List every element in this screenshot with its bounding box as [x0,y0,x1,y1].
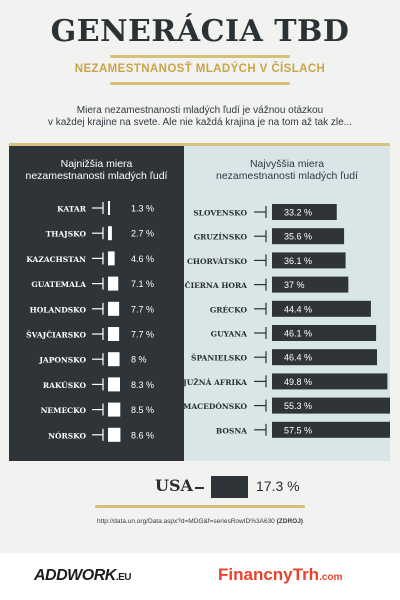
source-url[interactable]: http://data.un.org/Data.aspx?d=MDG&f=ser… [97,518,275,525]
page-title: GENERÁCIA TBD [50,14,350,49]
category-label: ŠPANIELSKO [191,354,247,363]
category-label: JAPONSKO [38,356,86,365]
data-label: 37 % [284,280,305,290]
usa-label: USA [155,476,193,495]
divider-top [110,55,290,58]
data-bar [108,201,110,215]
data-bar [108,352,120,367]
source-tag: (ZDROJ) [276,518,303,525]
category-label: KAZACHSTAN [26,255,86,264]
highest-panel-heading: Najvyššia miera nezamestnanosti mladých … [184,158,390,182]
category-label: GUATEMALA [31,280,86,289]
intro-text: Miera nezamestnanosti mladých ľudí je vá… [30,105,370,129]
category-label: MACEDÓNSKO [184,402,247,411]
data-label: 7.7 % [131,304,154,314]
data-bar [272,300,371,317]
data-label: 7.1 % [131,279,154,289]
category-label: SLOVENSKO [193,209,247,218]
data-bar [272,252,346,269]
footer: ADDWORK.EU FinancnyTrh.com [0,553,400,600]
highest-heading-line-2: nezamestnanosti mladých ľudí [216,170,358,182]
category-label: RAKÚSKO [43,381,87,390]
data-label: 36.1 % [284,256,312,266]
data-bar [272,349,378,366]
lowest-heading-line-2: nezamestnanosti mladých ľudí [25,170,168,182]
usa-bar [211,476,248,498]
data-bar [108,377,120,392]
data-bar [108,251,115,266]
data-label: 57.5 % [284,425,312,435]
data-label: 8.6 % [131,430,154,440]
data-label: 8 % [131,355,147,365]
data-label: 35.6 % [284,232,312,242]
data-bar [108,226,112,241]
data-bar [272,276,349,293]
category-label: CHORVÁTSKO [187,257,248,266]
data-label: 8.3 % [131,380,154,390]
source-citation: http://data.un.org/Data.aspx?d=MDG&f=ser… [0,518,400,525]
data-label: 8.5 % [131,405,154,415]
category-label: GUYANA [211,330,247,339]
data-bar [272,204,337,220]
lowest-panel-heading: Najnižšia miera nezamestnanosti mladých … [9,158,184,182]
financnytrh-logo-suffix: .com [319,572,343,583]
data-label: 55.3 % [284,401,312,411]
usa-value: 17.3 % [256,478,300,494]
divider-bottom [95,505,305,508]
highest-heading-line-1: Najvyššia miera [249,158,325,170]
category-label: KATAR [57,205,87,214]
lowest-unemployment-panel: Najnižšia miera nezamestnanosti mladých … [9,143,184,461]
data-label: 7.7 % [131,330,154,340]
usa-dash [195,487,204,489]
usa-comparison: USA 17.3 % [0,470,400,500]
data-bar [108,276,119,291]
category-label: JUŽNÁ AFRIKA [184,378,247,387]
data-bar [108,427,121,442]
data-bar [108,327,120,341]
addwork-logo-suffix: .EU [115,572,132,583]
data-label: 4.6 % [131,254,154,264]
category-label: ŠVAJČIARSKO [26,331,86,340]
category-label: HOLANDSKO [30,305,87,314]
data-bar [272,397,390,414]
category-label: GRUZÍNSKO [194,233,248,242]
lowest-unemployment-chart: KATAR 1.3 % THAJSKO 2.7 % KAZACHSTAN 4.6 % GUA… [26,201,154,442]
addwork-logo-text: ADDWORK [34,567,116,584]
category-label: THAJSKO [46,230,87,239]
addwork-logo[interactable]: ADDWORK.EU [34,567,132,585]
intro-line-1: Miera nezamestnanosti mladých ľudí je vá… [76,105,324,116]
data-label: 46.4 % [284,353,312,363]
divider-subtitle [110,82,290,85]
category-label: GRÉCKO [210,305,248,314]
data-bar [272,228,345,245]
highest-unemployment-chart: SLOVENSKO 33.2 % GRUZÍNSKO 35.6 % CHORVÁTSKO… [184,204,390,438]
data-bar [272,325,377,341]
data-bar [108,402,121,417]
financnytrh-logo-text: FinancnyTrh [218,565,320,584]
category-label: BOSNA [216,426,247,435]
intro-line-2: v každej krajine na svete. Ale nie každá… [47,117,353,128]
highest-unemployment-panel: Najvyššia miera nezamestnanosti mladých … [184,143,390,461]
data-label: 49.8 % [284,377,312,387]
data-label: 44.4 % [284,304,312,314]
data-bar [108,301,120,316]
category-label: ČIERNA HORA [185,281,248,290]
data-label: 33.2 % [284,208,312,218]
data-label: 2.7 % [131,229,154,239]
lowest-heading-line-1: Najnižšia miera [60,158,133,170]
data-bar [272,373,388,390]
page-subtitle: NEZAMESTNANOSŤ MLADÝCH V ČÍSLACH [74,63,326,75]
data-label: 46.1 % [284,329,312,339]
category-label: NÓRSKO [48,431,86,440]
data-label: 1.3 % [131,204,154,214]
data-bar [272,421,390,438]
category-label: NEMECKO [41,406,87,415]
financnytrh-logo[interactable]: FinancnyTrh.com [218,565,342,585]
